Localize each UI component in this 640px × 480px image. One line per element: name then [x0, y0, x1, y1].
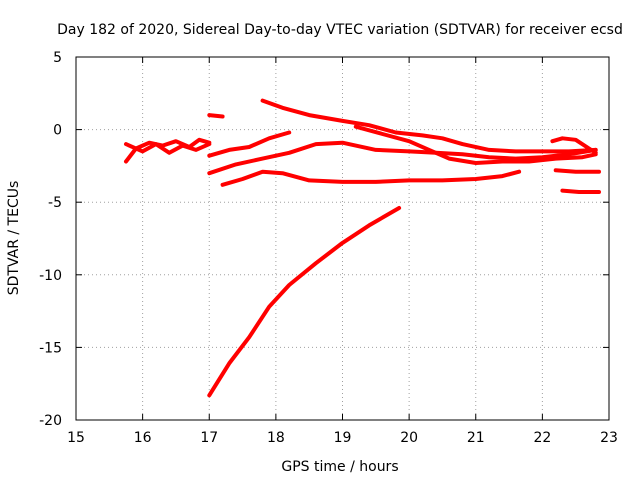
- x-tick-label: 17: [200, 430, 218, 446]
- y-tick-label: -15: [39, 340, 62, 356]
- x-axis: 15 16 17 18 19 20 21 22 23: [67, 57, 618, 446]
- chart-title: Day 182 of 2020, Sidereal Day-to-day VTE…: [57, 22, 623, 38]
- plot-frame: [75, 56, 610, 421]
- x-tick-label: 18: [267, 430, 285, 446]
- grid-lines: [76, 57, 609, 420]
- x-tick-label: 16: [134, 430, 152, 446]
- x-tick-label: 21: [467, 430, 485, 446]
- series-track-d: [207, 130, 292, 158]
- series-track-j: [553, 168, 601, 174]
- y-tick-label: -20: [39, 413, 62, 429]
- x-tick-label: 22: [533, 430, 551, 446]
- y-tick-label: -5: [48, 195, 62, 211]
- series-track-l: [207, 206, 402, 398]
- data-series: [124, 98, 601, 398]
- series-track-g: [353, 124, 598, 165]
- series-track-c: [207, 113, 225, 119]
- x-tick-label: 15: [67, 430, 85, 446]
- series-track-e: [260, 98, 598, 154]
- x-tick-label: 23: [600, 430, 618, 446]
- y-axis: -20 -15 -10 -5 0 5: [39, 50, 609, 429]
- x-tick-label: 20: [400, 430, 418, 446]
- y-tick-label: 5: [53, 50, 62, 66]
- x-axis-title: GPS time / hours: [281, 459, 398, 475]
- y-tick-label: 0: [53, 123, 62, 139]
- series-track-f: [207, 140, 598, 176]
- y-tick-label: -10: [39, 268, 62, 284]
- series-track-i: [550, 136, 598, 155]
- series-track-k: [560, 188, 601, 194]
- series-track-b: [124, 142, 212, 155]
- x-tick-label: 19: [334, 430, 352, 446]
- y-axis-title: SDTVAR / TECUs: [6, 181, 22, 296]
- series-track-h: [220, 169, 522, 187]
